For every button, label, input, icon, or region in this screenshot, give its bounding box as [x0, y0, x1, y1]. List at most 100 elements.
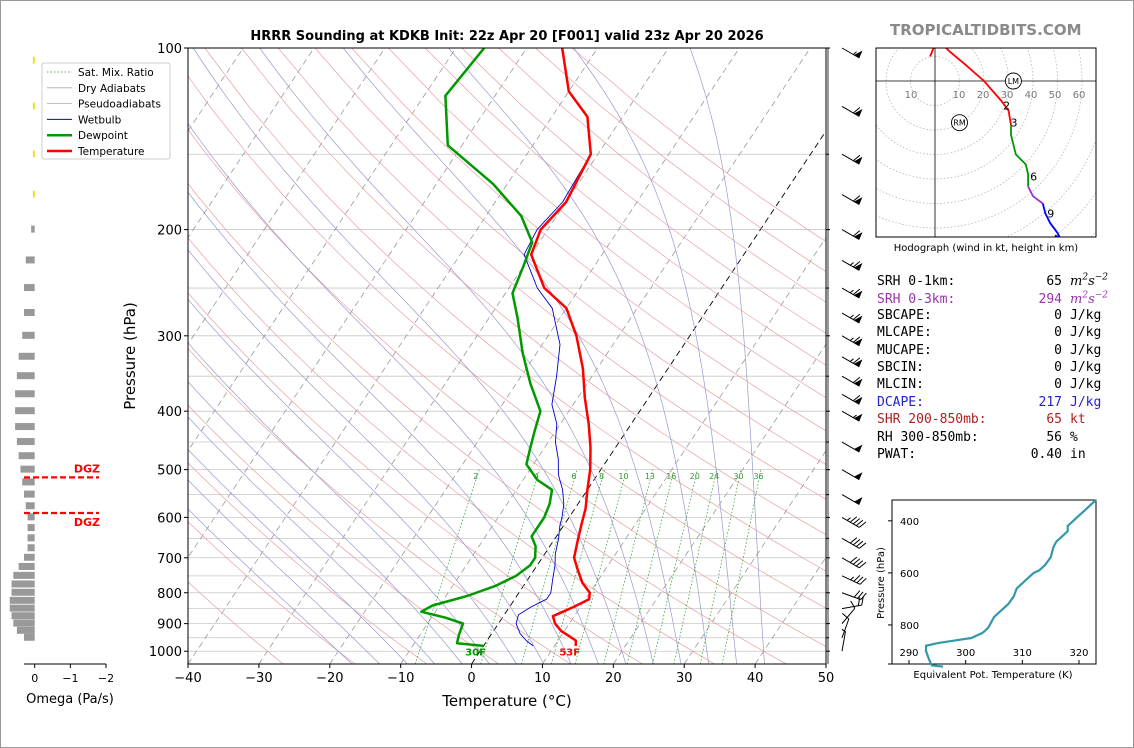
- legend-box: [41, 62, 171, 160]
- stat-value: 294: [1038, 291, 1062, 307]
- barb-full: [859, 561, 867, 569]
- wind-barb: [841, 600, 856, 624]
- moist-adiabat: [448, 48, 710, 664]
- theta-e-xtick-label: 320: [1069, 648, 1088, 659]
- barb-half: [849, 289, 854, 294]
- wind-barb: [841, 194, 863, 206]
- dry-adiabat: [424, 48, 826, 366]
- barb-full: [852, 154, 861, 162]
- barb-shaft: [841, 618, 850, 638]
- barb-shaft: [841, 106, 860, 117]
- x-tick-label: −30: [245, 671, 272, 686]
- stat-label: SHR 200-850mb:: [877, 412, 987, 428]
- mixing-ratio-label: 6: [571, 472, 576, 481]
- omega-bar: [16, 438, 35, 446]
- series-dewpoint: [420, 48, 554, 648]
- stat-value: 65: [1046, 412, 1062, 428]
- y-tick-label: 100: [157, 42, 182, 57]
- isotherm: [471, 130, 826, 664]
- dry-adiabat: [314, 48, 826, 465]
- barb-full: [852, 336, 861, 343]
- stat-unit: J/kg: [1070, 342, 1102, 358]
- omega-bar: [15, 423, 35, 431]
- dgz-label: DGZ: [74, 516, 100, 529]
- stat-label: SRH 0-3km:: [877, 291, 956, 307]
- omega-bar: [27, 544, 35, 552]
- theta-e-ylabel: Pressure (hPa): [876, 547, 887, 619]
- stat-label: RH 300-850mb:: [877, 429, 979, 445]
- x-tick-label: 40: [747, 671, 764, 686]
- legend: Sat. Mix. Ratio Dry Adiabats Pseudoadiabat…: [41, 62, 171, 160]
- dry-adiabat: [204, 48, 826, 572]
- barb-full: [857, 591, 864, 599]
- barb-full: [856, 576, 864, 584]
- barb-shaft: [841, 469, 860, 481]
- omega-bar: [15, 407, 35, 415]
- stat-unit: J/kg: [1070, 394, 1102, 410]
- omega-bar: [24, 284, 35, 292]
- wind-barb: [841, 393, 863, 405]
- wind-barb: [841, 153, 863, 165]
- mixing-ratio-line: [414, 469, 480, 664]
- barb-full: [859, 542, 867, 549]
- mixing-ratio-label: 2: [473, 472, 478, 481]
- omega-bar: [16, 372, 35, 380]
- barb-full: [852, 539, 861, 546]
- dry-adiabat: [351, 48, 826, 432]
- dry-adiabat: [388, 48, 826, 399]
- barb-flag: [854, 50, 863, 58]
- omega-bar: [31, 225, 35, 233]
- barb-half: [841, 628, 846, 632]
- dry-adiabat: [188, 237, 715, 664]
- moist-adiabat: [188, 122, 599, 664]
- mixing-ratio-label: 36: [753, 472, 763, 481]
- theta-e-panel: 290 300 310 320 400 600 800: [888, 499, 1097, 668]
- barb-shaft: [841, 153, 860, 165]
- mixing-ratio-line: [652, 469, 698, 664]
- mixing-ratio-label: 10: [618, 472, 628, 481]
- stat-unit: in: [1070, 447, 1086, 462]
- barb-flag: [854, 109, 863, 117]
- stat-unit: kt: [1070, 412, 1086, 428]
- stat-unit: J/kg: [1070, 377, 1102, 393]
- wind-barb: [841, 628, 846, 652]
- wind-barb: [841, 106, 863, 117]
- stat-label: DCAPE:: [877, 394, 924, 410]
- omega-bar: [32, 190, 35, 198]
- stat-row: SRH 0-3km: 294 m2s−2: [877, 290, 1108, 306]
- wind-barb: [841, 590, 867, 601]
- barb-half: [852, 51, 857, 55]
- barb-full: [849, 516, 858, 523]
- hodo-marker: [1004, 72, 1022, 90]
- wind-barb: [841, 469, 863, 481]
- omega-tick-label: 0: [31, 672, 38, 685]
- wind-barb: [841, 596, 864, 610]
- x-tick-label: 20: [605, 671, 622, 686]
- mixing-ratio-line: [521, 469, 578, 664]
- barb-flag: [854, 444, 863, 453]
- stat-label: PWAT:: [877, 447, 917, 462]
- omega-bar: [11, 580, 35, 588]
- moist-adiabat: [188, 191, 572, 664]
- omega-bar: [24, 553, 35, 561]
- skewt-xlabel: Temperature (°C): [441, 692, 571, 710]
- barb-flag: [854, 359, 863, 367]
- barb-shaft: [841, 607, 856, 624]
- barb-full: [852, 107, 861, 114]
- hodograph-label: Hodograph (wind in kt, height in km): [894, 243, 1079, 254]
- series-temperature: [529, 48, 593, 646]
- barb-full: [852, 518, 861, 525]
- x-tick-label: 50: [818, 671, 835, 686]
- omega-panel: 0 −1 −2 DGZ DGZ: [9, 56, 114, 685]
- hodo-height-label: 9: [1047, 207, 1054, 220]
- stat-value: 0.40: [1030, 447, 1062, 462]
- omega-bar: [27, 524, 35, 532]
- moist-adiabat: [188, 381, 463, 664]
- barb-full: [855, 560, 864, 567]
- stat-value: 56: [1046, 429, 1062, 445]
- wind-barb: [841, 335, 863, 347]
- wind-barb: [841, 356, 863, 368]
- dry-adiabat: [188, 347, 571, 664]
- wind-barb: [841, 375, 863, 387]
